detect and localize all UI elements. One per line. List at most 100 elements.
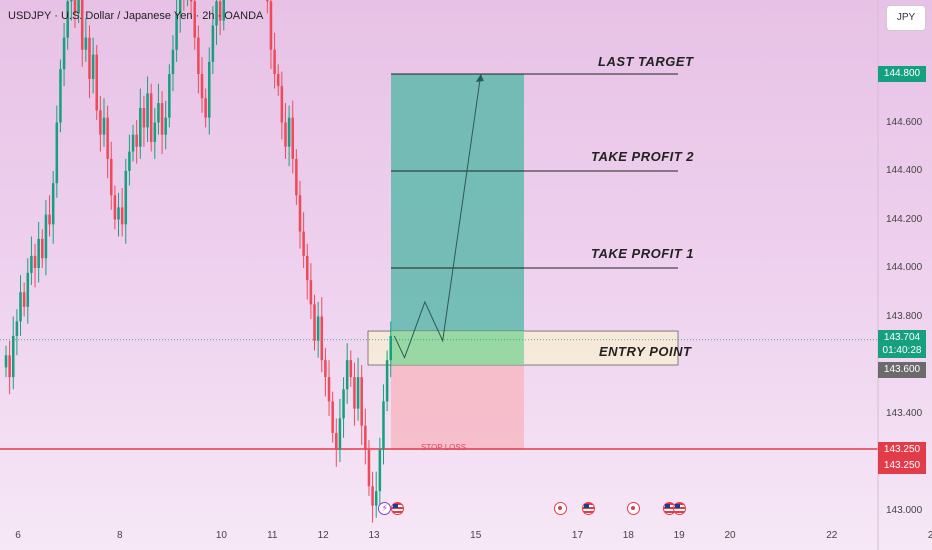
time-tick-label: 6 [15, 530, 21, 541]
candle-body [313, 304, 316, 341]
price-tick-label: 144.200 [886, 213, 923, 225]
bar-countdown: 01:40:28 [882, 345, 922, 356]
candle-body [37, 238, 40, 268]
candle-body [335, 432, 338, 450]
candle-body [276, 74, 280, 87]
candle-body [178, 0, 182, 14]
candle-body [389, 335, 393, 361]
candle-body [131, 134, 135, 152]
entry-price-badge: 143.600 [878, 362, 926, 378]
candle-body [287, 117, 291, 147]
candle-body [298, 195, 302, 232]
candle-body [99, 110, 102, 135]
candle-body [211, 25, 215, 62]
candle-body [378, 449, 382, 492]
candle-body [266, 0, 269, 2]
candle-body [55, 122, 59, 184]
stop-loss-price-badge-2: 143.250 [878, 458, 926, 474]
candle-body [70, 0, 73, 2]
candle-body [367, 449, 371, 487]
candle-body [91, 54, 95, 79]
candle-body [302, 231, 305, 256]
candle-body [175, 13, 178, 50]
candle-body [280, 86, 284, 123]
entry-point-label: ENTRY POINT [599, 344, 692, 359]
candle-body [309, 280, 313, 305]
candle-body [385, 360, 389, 402]
time-tick-label: 15 [470, 530, 482, 541]
candle-body [33, 255, 37, 268]
time-tick-label: 12 [317, 530, 329, 541]
last-target-price-badge: 144.800 [878, 66, 926, 82]
candle-body [142, 107, 146, 128]
us-flag-icon[interactable] [390, 502, 404, 515]
candle-body [197, 37, 200, 74]
candle-body [66, 1, 69, 38]
last-target-label: LAST TARGET [598, 54, 694, 69]
current-price-badge: 143.704 01:40:28 [878, 330, 926, 358]
candle-body [382, 401, 385, 450]
candle-body [157, 103, 160, 123]
candle-body [44, 214, 48, 259]
candle-body [117, 207, 120, 220]
candle-body [164, 117, 167, 135]
time-tick-label: 17 [571, 530, 584, 541]
candle-body [273, 49, 276, 74]
candle-body [22, 292, 26, 307]
candle-body [374, 491, 378, 506]
candle-body [149, 93, 153, 142]
candle-body [204, 98, 207, 118]
price-tick-label: 143.400 [886, 407, 923, 419]
time-tick-label: 10 [215, 530, 227, 541]
candle-body [8, 355, 11, 378]
symbol-title: USDJPY · U.S. Dollar / Japanese Yen · 2h… [8, 10, 264, 22]
candle-body [207, 61, 211, 118]
candle-body [109, 158, 113, 196]
candle-body [48, 214, 51, 225]
candle-body [331, 401, 334, 433]
projection-arrow [475, 74, 484, 82]
candle-body [139, 107, 142, 147]
candle-body [73, 0, 77, 14]
candle-body [364, 425, 367, 450]
current-price-value: 143.704 [883, 332, 921, 343]
candle-body [193, 1, 197, 38]
candle-body [30, 255, 33, 273]
candle-body [360, 377, 363, 426]
candle-body [4, 355, 8, 368]
candle-body [327, 377, 331, 402]
candle-body [41, 238, 44, 259]
candle-body [295, 158, 298, 196]
candle-body [371, 486, 374, 506]
time-tick-label: 24 [927, 530, 932, 541]
stop-loss-label: STOP LOSS [421, 443, 467, 452]
candle-body [106, 117, 109, 159]
candle-body [77, 0, 80, 14]
profit-zone [391, 74, 524, 351]
us-flag-icon[interactable] [581, 502, 595, 515]
event-dot-icon[interactable] [627, 502, 641, 515]
candle-body [305, 255, 309, 281]
price-tick-label: 143.800 [886, 310, 923, 322]
currency-button[interactable]: JPY [886, 5, 926, 31]
candle-body [124, 171, 128, 225]
event-dot-icon[interactable] [553, 502, 567, 515]
candle-body [160, 103, 164, 135]
candle-body [51, 183, 55, 225]
candle-body [26, 272, 30, 307]
candle-body [88, 37, 91, 79]
candle-body [84, 37, 88, 50]
time-tick-label: 18 [622, 530, 634, 541]
entry-zone-fill [391, 331, 524, 365]
candle-body [269, 1, 273, 50]
lightning-icon[interactable]: ⚡ [378, 502, 392, 515]
candle-body [316, 316, 320, 341]
candle-body [353, 377, 356, 409]
candle-body [59, 69, 62, 123]
take-profit-1-label: TAKE PROFIT 1 [591, 246, 695, 261]
price-tick-label: 144.400 [886, 165, 923, 176]
take-profit-2-label: TAKE PROFIT 2 [591, 149, 695, 164]
us-flag-icon[interactable] [673, 502, 687, 515]
candle-body [291, 117, 295, 159]
